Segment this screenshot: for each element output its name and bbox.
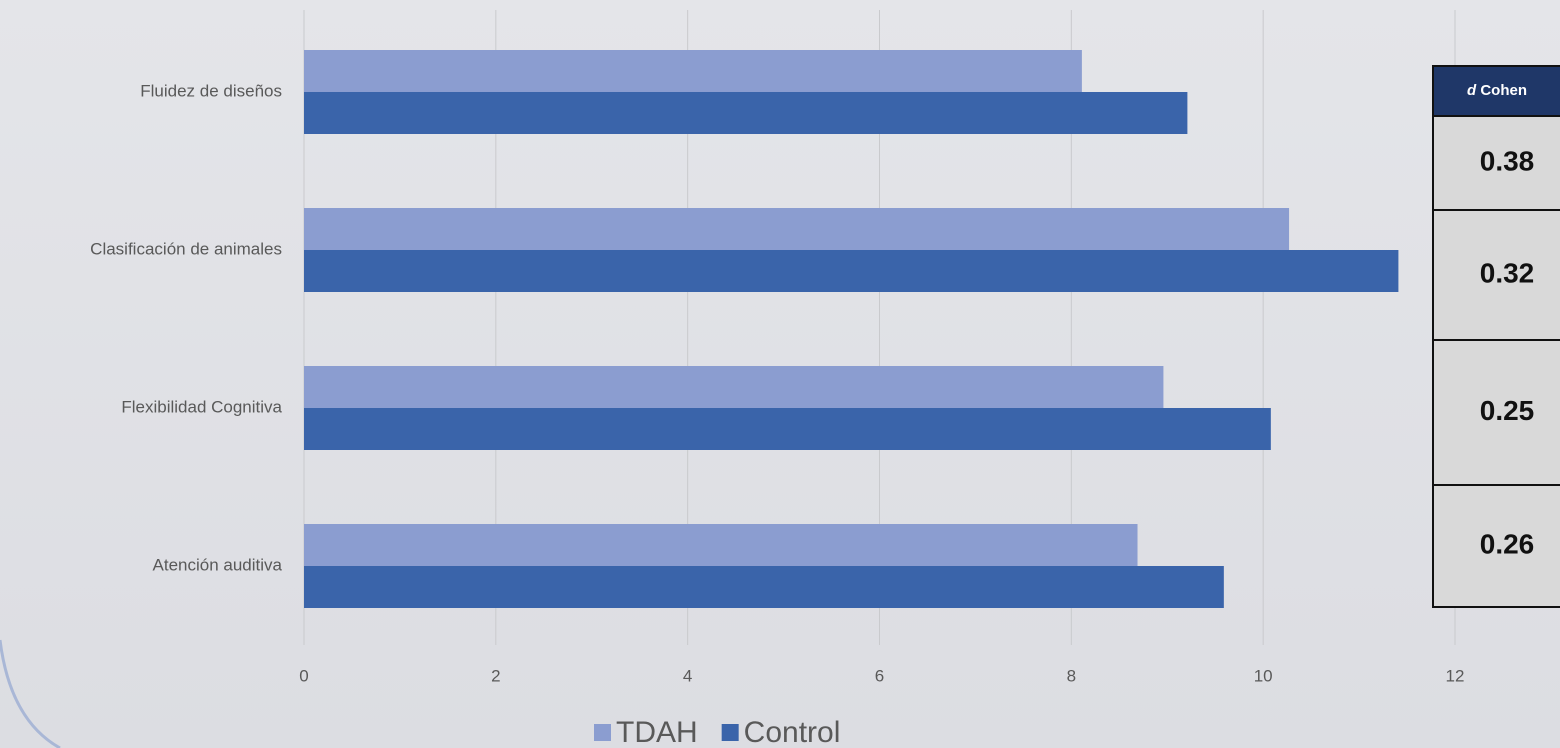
decor-edge <box>0 639 61 748</box>
header-text: Cohen <box>1480 82 1527 99</box>
x-tick-label: 10 <box>1254 666 1273 685</box>
table-cell <box>1432 339 1560 486</box>
table-cell <box>1432 484 1560 608</box>
bar <box>304 50 1082 92</box>
x-tick-label: 12 <box>1446 666 1465 685</box>
bar <box>304 566 1224 608</box>
legend-label: TDAH <box>616 716 698 748</box>
table-header <box>1432 65 1560 117</box>
legend-swatch <box>594 724 611 741</box>
table-header-text: d Cohen <box>1467 82 1527 99</box>
legend-swatch <box>721 724 739 741</box>
table-cell <box>1432 115 1560 211</box>
bar <box>304 366 1164 408</box>
x-tick-label: 8 <box>1067 666 1076 685</box>
table-value: 0.32 <box>1480 257 1535 288</box>
table-value: 0.26 <box>1480 528 1535 559</box>
x-tick-label: 0 <box>299 666 308 685</box>
y-tick-label: Atención auditiva <box>153 555 283 574</box>
bar <box>304 408 1271 450</box>
bar <box>304 208 1290 250</box>
bar <box>304 92 1188 134</box>
x-tick-label: 4 <box>683 666 692 685</box>
table-value: 0.38 <box>1480 145 1535 176</box>
x-tick-label: 6 <box>875 666 884 685</box>
y-tick-label: Clasificación de animales <box>90 239 282 258</box>
legend-label: Control <box>744 716 841 748</box>
header-italic: d <box>1467 82 1477 99</box>
x-tick-label: 2 <box>491 666 500 685</box>
bar <box>304 250 1399 292</box>
bar <box>304 524 1138 566</box>
y-tick-label: Flexibilidad Cognitiva <box>121 397 282 416</box>
table-value: 0.25 <box>1480 395 1535 426</box>
y-tick-label: Fluidez de diseños <box>140 81 282 100</box>
